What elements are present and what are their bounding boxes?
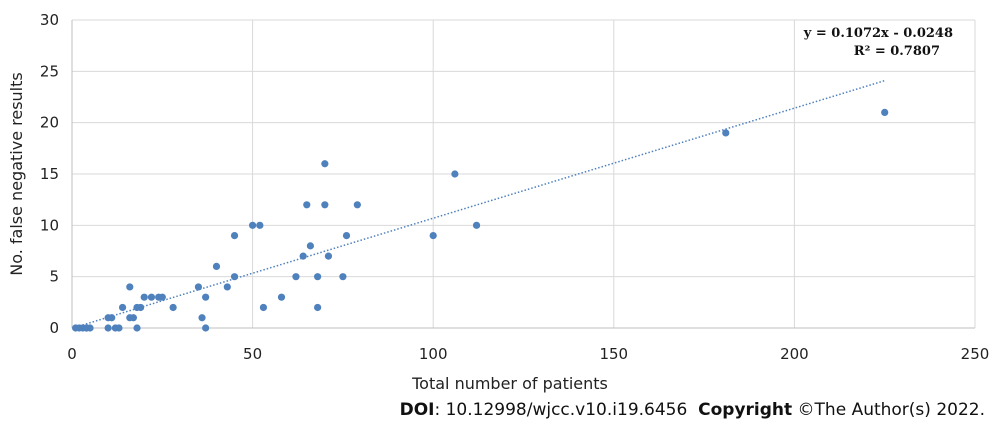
- data-point: [230, 273, 239, 281]
- data-point: [158, 293, 166, 301]
- x-tick-label: 50: [243, 345, 262, 363]
- scatter-chart: 0 50 100 150 200 250 0 5 10 15 20 25 30 Total numbe…: [7, 11, 989, 393]
- data-point: [147, 293, 156, 301]
- y-tick-label: 15: [40, 165, 59, 183]
- data-point: [314, 273, 322, 281]
- data-point: [353, 201, 361, 209]
- y-tick-label: 0: [49, 319, 59, 337]
- data-point: [249, 221, 257, 229]
- data-point: [277, 293, 286, 301]
- data-point: [314, 303, 322, 312]
- data-point: [230, 232, 239, 240]
- data-point: [126, 283, 134, 291]
- data-points: [72, 108, 889, 332]
- data-point: [881, 108, 889, 116]
- data-point: [223, 283, 231, 291]
- y-tick-label: 10: [40, 216, 59, 234]
- x-axis-label: Total number of patients: [411, 374, 608, 393]
- y-tick-label: 20: [40, 114, 59, 132]
- y-axis-label: No. false negative results: [7, 72, 26, 275]
- data-point: [86, 324, 94, 332]
- data-point: [259, 303, 268, 312]
- data-point: [321, 201, 329, 209]
- trendline-r-squared: R² = 0.7807: [854, 44, 940, 59]
- data-point: [429, 232, 437, 240]
- copyright-label: Copyright: [698, 400, 793, 420]
- x-tick-label: 250: [961, 345, 989, 363]
- y-tick-label: 25: [40, 62, 59, 80]
- doi-label: DOI: [399, 400, 435, 420]
- data-point: [451, 170, 459, 178]
- data-point: [256, 221, 264, 229]
- data-point: [722, 129, 730, 137]
- y-tick-label: 30: [40, 11, 59, 29]
- doi-value: : 10.12998/wjcc.v10.i19.6456: [434, 400, 688, 420]
- x-tick-label: 200: [780, 345, 809, 363]
- trendline-group: [79, 79, 885, 327]
- data-point: [303, 201, 311, 209]
- data-point: [118, 303, 127, 312]
- data-point: [104, 324, 112, 332]
- grid-lines: [72, 19, 976, 328]
- data-point: [108, 314, 116, 322]
- data-point: [137, 303, 145, 312]
- data-point: [202, 324, 210, 332]
- data-point: [129, 314, 138, 322]
- data-point: [321, 160, 329, 168]
- x-tick-label: 150: [599, 345, 628, 363]
- data-point: [342, 232, 351, 240]
- data-point: [169, 303, 177, 312]
- trendline-equation: y = 0.1072x - 0.0248: [803, 26, 953, 41]
- data-point: [194, 283, 203, 291]
- data-point: [140, 293, 148, 301]
- data-point: [299, 252, 307, 260]
- x-tick-label: 0: [67, 345, 77, 363]
- data-point: [339, 273, 347, 281]
- data-point: [324, 252, 333, 260]
- data-point: [133, 324, 141, 332]
- axes: [71, 20, 975, 329]
- copyright-value: ©The Author(s) 2022.: [792, 400, 985, 420]
- x-tick-label: 100: [419, 345, 448, 363]
- citation-footer: DOI: 10.12998/wjcc.v10.i19.6456 Copyrigh…: [400, 400, 985, 420]
- data-point: [202, 293, 210, 301]
- data-point: [472, 221, 481, 229]
- data-point: [212, 262, 221, 270]
- data-point: [306, 242, 314, 250]
- data-point: [198, 314, 206, 322]
- data-point: [292, 273, 300, 281]
- y-tick-label: 5: [49, 268, 59, 286]
- y-tick-labels: 0 5 10 15 20 25 30: [40, 11, 59, 337]
- x-tick-labels: 0 50 100 150 200 250: [67, 345, 989, 363]
- trendline: [79, 79, 885, 327]
- data-point: [115, 324, 123, 332]
